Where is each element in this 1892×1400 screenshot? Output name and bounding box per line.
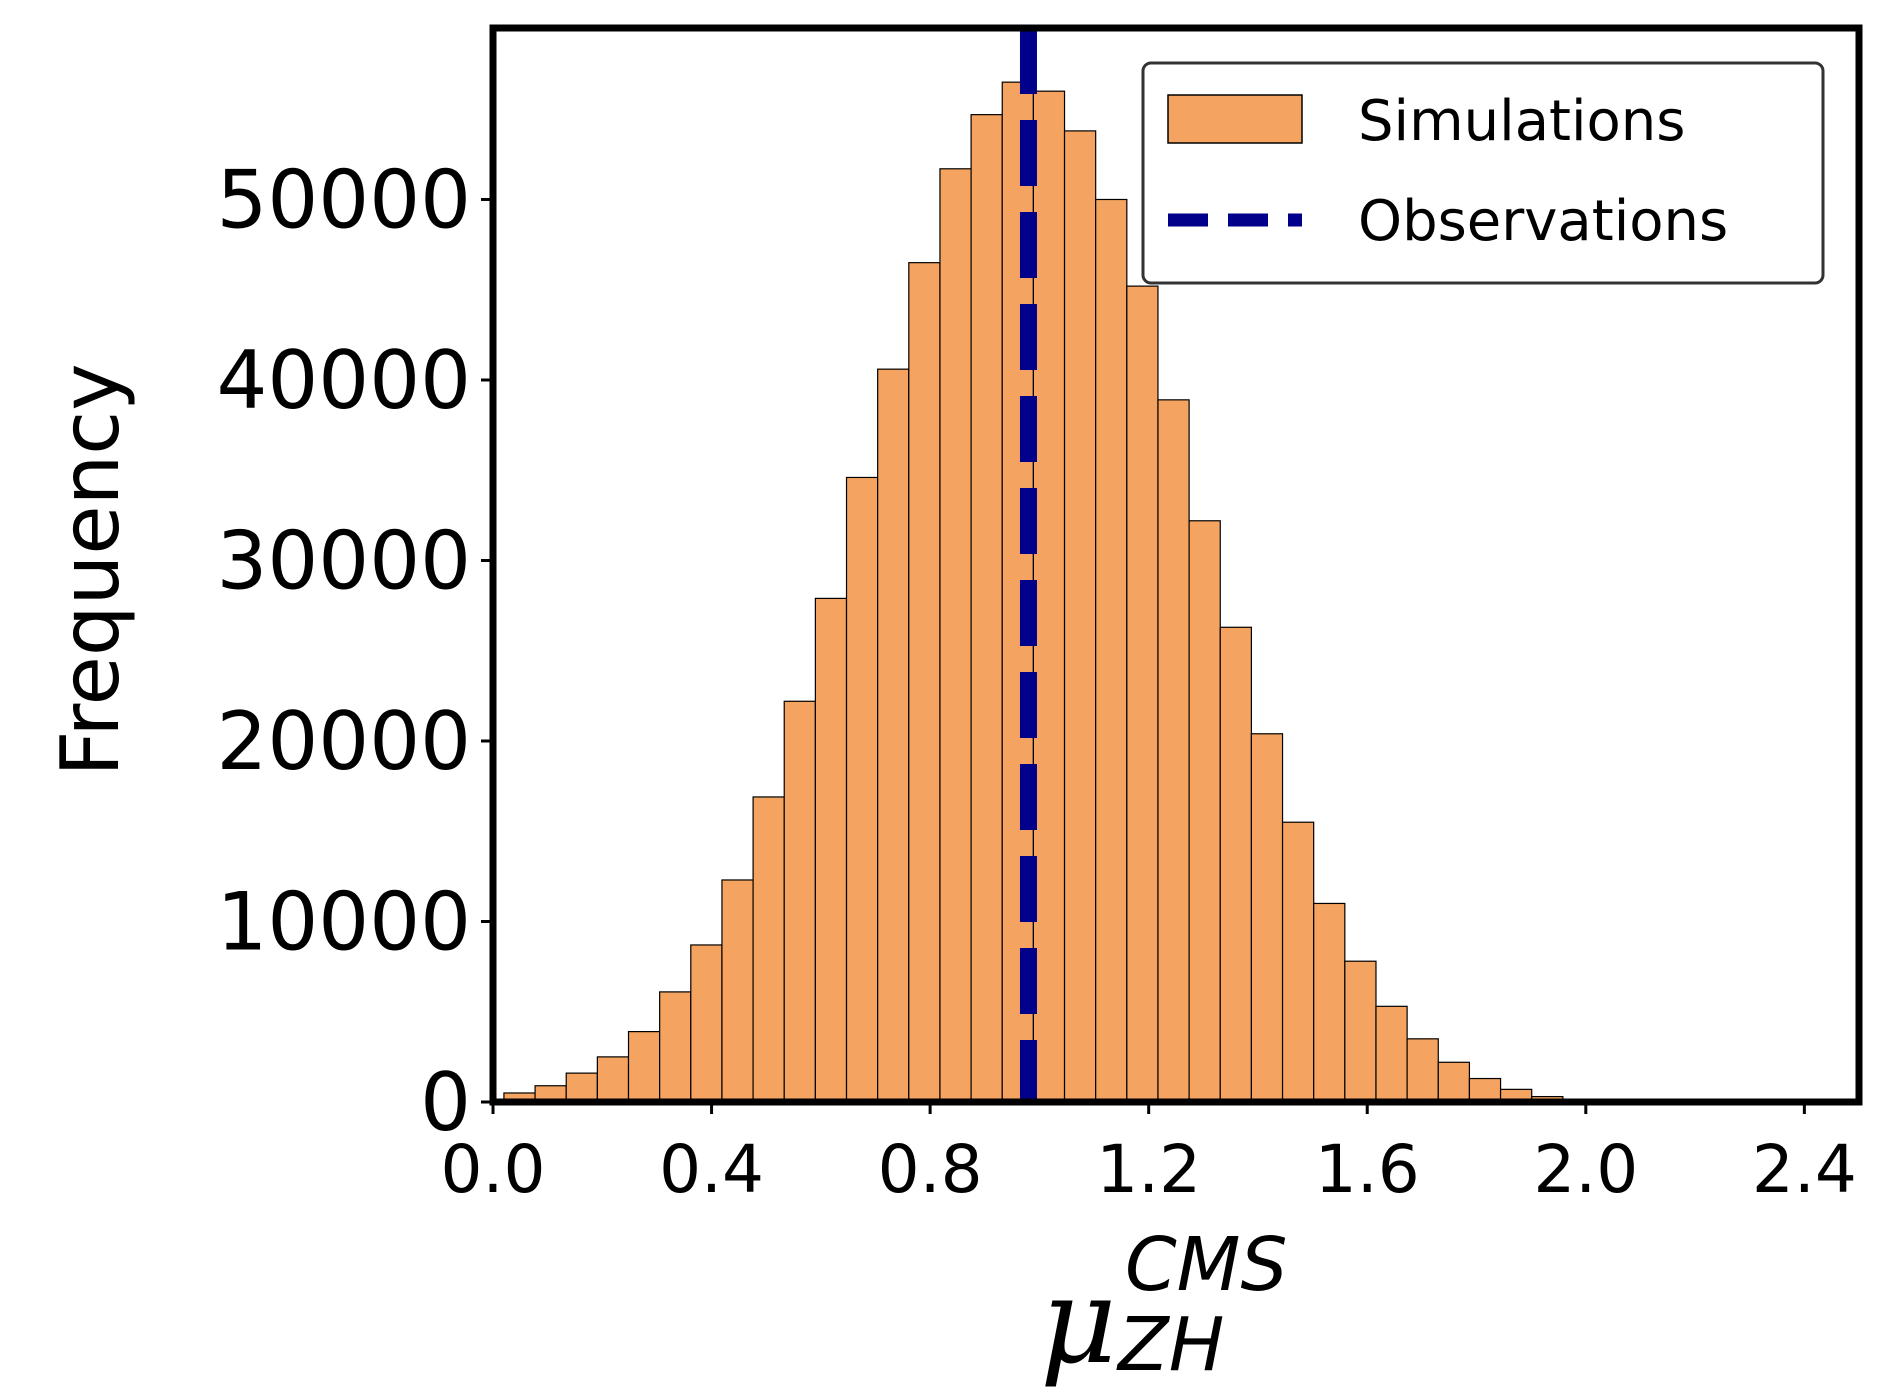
histogram-bar bbox=[1344, 960, 1377, 1103]
x-axis-label-superscript: CMS bbox=[1125, 1222, 1288, 1308]
histogram-bar bbox=[565, 1072, 598, 1103]
x-axis-label-base: μ bbox=[1040, 1252, 1117, 1390]
legend-observations-label: Observations bbox=[1358, 189, 1728, 254]
x-tick-label: 0.0 bbox=[441, 1131, 546, 1208]
histogram-bar bbox=[970, 114, 1003, 1103]
legend: Simulations Observations bbox=[1141, 61, 1825, 285]
histogram-bar bbox=[596, 1056, 630, 1103]
y-tick-label: 20000 bbox=[217, 695, 472, 788]
y-tick-label: 10000 bbox=[217, 875, 472, 968]
legend-simulations-swatch bbox=[1167, 94, 1303, 144]
histogram-bar bbox=[1406, 1038, 1439, 1103]
histogram-bar bbox=[1095, 198, 1128, 1103]
histogram-bar bbox=[1219, 626, 1253, 1103]
y-tick-label: 30000 bbox=[217, 514, 472, 607]
plot-frame bbox=[489, 24, 1863, 1106]
histogram-bar bbox=[845, 476, 879, 1103]
y-tick-label: 40000 bbox=[217, 334, 472, 427]
x-tick-label: 2.0 bbox=[1533, 1131, 1638, 1208]
x-axis-label: μ CMS ZH bbox=[1040, 1222, 1288, 1390]
x-tick-label: 1.2 bbox=[1096, 1131, 1201, 1208]
x-axis-label-subscript: ZH bbox=[1116, 1302, 1224, 1388]
histogram-bar bbox=[659, 991, 692, 1103]
histogram-bar bbox=[1468, 1077, 1502, 1103]
histogram-bar bbox=[627, 1031, 661, 1103]
histogram-bar bbox=[752, 796, 785, 1103]
histogram-bar bbox=[1313, 902, 1346, 1103]
histogram-bar bbox=[908, 262, 941, 1103]
histogram-bar bbox=[783, 700, 816, 1103]
histogram-bar bbox=[1375, 1005, 1408, 1103]
x-axis-ticks: 0.0 0.4 0.8 1.2 1.6 2.0 2.4 bbox=[441, 1102, 1857, 1208]
histogram-bar bbox=[939, 168, 972, 1103]
histogram-bar bbox=[721, 879, 754, 1103]
x-tick-label: 0.8 bbox=[878, 1131, 983, 1208]
histogram-bar bbox=[1157, 399, 1190, 1103]
histogram-bar bbox=[690, 944, 723, 1103]
histogram-bar bbox=[1250, 733, 1284, 1103]
histogram-bar bbox=[1063, 130, 1097, 1103]
y-axis-label: Frequency bbox=[44, 363, 137, 776]
histogram-bar bbox=[814, 597, 848, 1103]
x-tick-label: 2.4 bbox=[1752, 1131, 1857, 1208]
histogram-bar bbox=[877, 368, 910, 1103]
y-axis-ticks: 0 10000 20000 30000 40000 50000 bbox=[217, 153, 493, 1149]
histogram-bar bbox=[1032, 90, 1066, 1103]
y-tick-label: 50000 bbox=[217, 153, 472, 246]
legend-simulations-label: Simulations bbox=[1358, 89, 1685, 154]
legend-box bbox=[1141, 61, 1825, 285]
x-tick-label: 1.6 bbox=[1315, 1131, 1420, 1208]
histogram-bar bbox=[1281, 821, 1315, 1103]
x-tick-label: 0.4 bbox=[659, 1131, 764, 1208]
histogram-bar bbox=[1126, 285, 1159, 1103]
histogram-bar bbox=[1188, 520, 1221, 1103]
y-tick-label: 0 bbox=[420, 1056, 471, 1149]
histogram-bar bbox=[1437, 1061, 1471, 1103]
